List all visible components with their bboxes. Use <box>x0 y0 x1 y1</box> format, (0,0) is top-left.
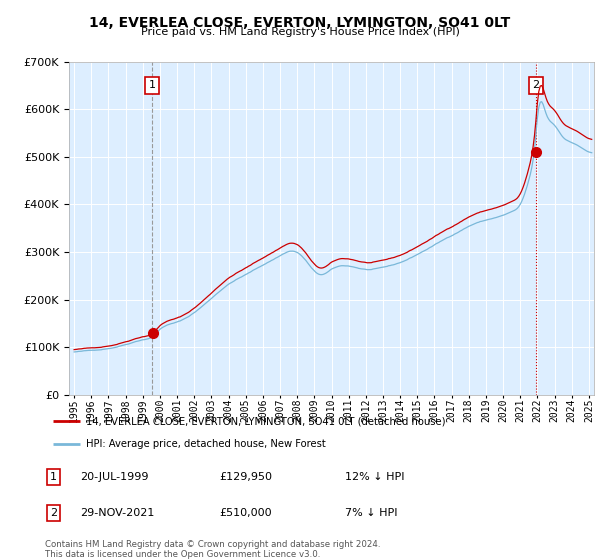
Text: 7% ↓ HPI: 7% ↓ HPI <box>346 508 398 519</box>
Text: 2: 2 <box>50 508 57 519</box>
Text: 14, EVERLEA CLOSE, EVERTON, LYMINGTON, SO41 0LT: 14, EVERLEA CLOSE, EVERTON, LYMINGTON, S… <box>89 16 511 30</box>
Text: HPI: Average price, detached house, New Forest: HPI: Average price, detached house, New … <box>86 439 326 449</box>
Text: 29-NOV-2021: 29-NOV-2021 <box>80 508 155 519</box>
Text: 20-JUL-1999: 20-JUL-1999 <box>80 472 149 482</box>
Text: 1: 1 <box>50 472 56 482</box>
Text: £129,950: £129,950 <box>220 472 273 482</box>
Text: Price paid vs. HM Land Registry's House Price Index (HPI): Price paid vs. HM Land Registry's House … <box>140 27 460 37</box>
Text: 14, EVERLEA CLOSE, EVERTON, LYMINGTON, SO41 0LT (detached house): 14, EVERLEA CLOSE, EVERTON, LYMINGTON, S… <box>86 416 445 426</box>
Text: 1: 1 <box>149 81 156 90</box>
Text: 2: 2 <box>532 81 539 90</box>
Text: 12% ↓ HPI: 12% ↓ HPI <box>346 472 405 482</box>
Text: £510,000: £510,000 <box>220 508 272 519</box>
Text: Contains HM Land Registry data © Crown copyright and database right 2024.
This d: Contains HM Land Registry data © Crown c… <box>45 540 380 559</box>
